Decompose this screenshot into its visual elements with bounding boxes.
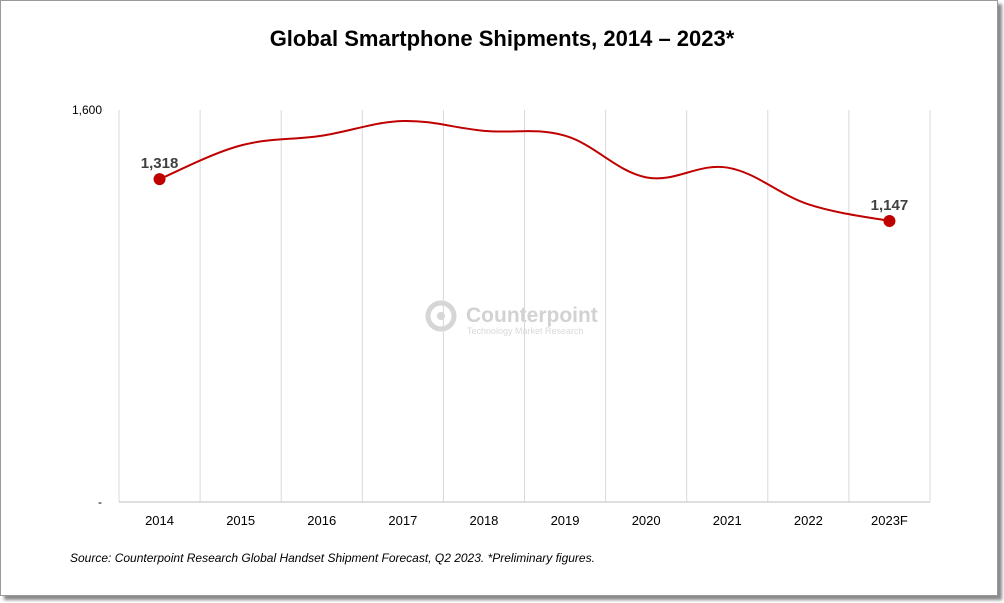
data-label: 1,318 bbox=[141, 155, 179, 172]
data-label: 1,147 bbox=[871, 197, 909, 214]
data-point-marker bbox=[883, 214, 896, 227]
counterpoint-watermark: Counterpoint Technology Market Research bbox=[425, 300, 598, 336]
x-tick-label: 2023F bbox=[871, 513, 908, 528]
watermark-name: Counterpoint bbox=[466, 304, 598, 327]
y-tick-label: - bbox=[98, 495, 102, 509]
watermark-subtitle: Technology Market Research bbox=[467, 326, 584, 336]
data-point-marker bbox=[153, 173, 166, 186]
x-tick-label: 2014 bbox=[145, 513, 174, 528]
x-tick-label: 2022 bbox=[794, 513, 823, 528]
counterpoint-logo-icon bbox=[425, 300, 457, 332]
x-tick-label: 2019 bbox=[551, 513, 580, 528]
x-tick-label: 2018 bbox=[469, 513, 498, 528]
x-tick-label: 2020 bbox=[632, 513, 661, 528]
source-note: Source: Counterpoint Research Global Han… bbox=[70, 551, 595, 565]
x-tick-label: 2015 bbox=[226, 513, 255, 528]
chart-title: Global Smartphone Shipments, 2014 – 2023… bbox=[269, 26, 735, 51]
y-tick-label: 1,600 bbox=[72, 103, 102, 117]
x-tick-label: 2021 bbox=[713, 513, 742, 528]
series-line bbox=[159, 120, 890, 222]
x-tick-label: 2016 bbox=[307, 513, 336, 528]
x-tick-label: 2017 bbox=[388, 513, 417, 528]
